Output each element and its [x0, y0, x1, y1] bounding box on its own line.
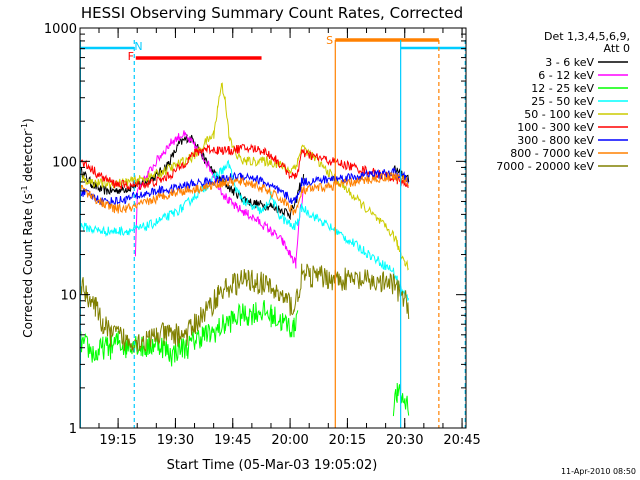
series-8 [79, 263, 410, 353]
x-tick-label-5: 20:30 [386, 433, 423, 448]
axes: 1 10 100 1000 19:15 19:30 19:45 20:00 20:15 20:30… [44, 22, 481, 448]
series-2 [79, 299, 410, 417]
plot-frame [79, 27, 467, 429]
legend-header-2: Att 0 [604, 42, 630, 55]
chart-title: HESSI Observing Summary Count Rates, Cor… [81, 4, 463, 22]
x-tick-label-4: 20:15 [329, 433, 366, 448]
footer-timestamp: 11-Apr-2010 08:50 [561, 467, 636, 476]
series-trace-3 [79, 159, 410, 303]
legend-header-1: Det 1,3,4,5,6,9, [544, 30, 630, 43]
series-1 [134, 130, 305, 269]
x-tick-label-0: 19:15 [99, 433, 136, 448]
flag-bands: FN S [80, 34, 466, 63]
legend-label-8: 7000 - 20000 keV [496, 160, 594, 173]
legend-label-2: 12 - 25 keV [531, 82, 594, 95]
series-4 [79, 82, 410, 271]
flag-label-n: N [134, 40, 142, 53]
legend-label-5: 100 - 300 keV [517, 121, 594, 134]
legend-label-4: 50 - 100 keV [524, 108, 594, 121]
y-tick-label-1: 10 [60, 289, 77, 304]
y-axis-label: Corrected Count Rate (s-1 detector-1) [20, 118, 35, 337]
series-trace-1 [134, 130, 305, 269]
legend-label-6: 300 - 800 keV [517, 134, 594, 147]
legend-label-1: 6 - 12 keV [538, 69, 594, 82]
legend-label-3: 25 - 50 keV [531, 95, 594, 108]
x-tick-label-2: 19:45 [214, 433, 251, 448]
x-tick-label-1: 19:30 [157, 433, 194, 448]
series-layer [79, 82, 410, 417]
series-trace-4 [79, 82, 410, 271]
series-3 [79, 159, 410, 303]
x-tick-label-3: 20:00 [271, 433, 308, 448]
y-tick-label-0: 1 [69, 422, 77, 437]
series-trace-7 [79, 171, 409, 216]
flag-label-f: F [128, 50, 134, 63]
series-trace-8 [79, 263, 410, 353]
legend-label-0: 3 - 6 keV [545, 56, 594, 69]
series-7 [79, 171, 409, 216]
series-trace-2 [79, 299, 410, 417]
x-axis-label: Start Time (05-Mar-03 19:05:02) [167, 458, 378, 473]
legend-label-7: 800 - 7000 keV [510, 147, 594, 160]
x-tick-label-6: 20:45 [443, 433, 480, 448]
y-tick-label-2: 100 [52, 155, 77, 170]
y-tick-label-3: 1000 [44, 22, 77, 37]
flag-label-s: S [326, 34, 333, 47]
